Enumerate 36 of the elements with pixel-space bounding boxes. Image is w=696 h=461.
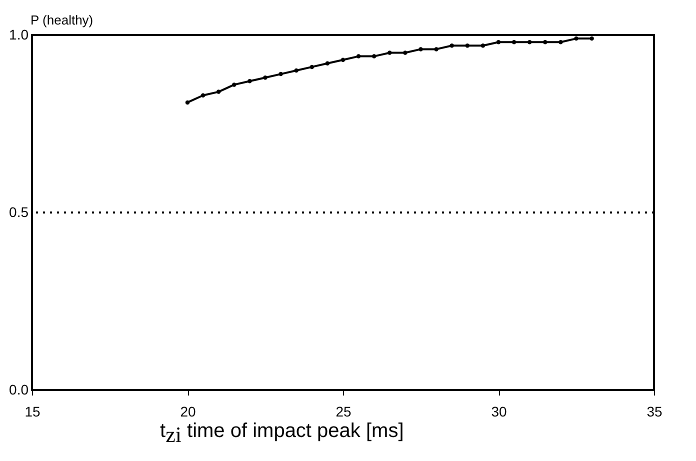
point bbox=[434, 47, 438, 52]
point bbox=[543, 40, 548, 44]
point bbox=[512, 40, 516, 44]
point bbox=[200, 93, 206, 98]
point bbox=[372, 54, 376, 58]
point bbox=[403, 50, 408, 55]
point bbox=[558, 40, 563, 44]
point bbox=[418, 47, 423, 52]
point bbox=[310, 64, 314, 70]
point bbox=[574, 36, 578, 41]
point bbox=[527, 40, 532, 44]
point bbox=[388, 50, 392, 55]
point bbox=[248, 79, 252, 84]
point bbox=[590, 36, 594, 41]
point bbox=[450, 44, 454, 48]
x-tick-label: 15 bbox=[24, 404, 40, 420]
x-tick-label: 25 bbox=[336, 404, 352, 420]
point bbox=[340, 58, 346, 62]
point bbox=[278, 72, 283, 76]
point bbox=[216, 90, 221, 94]
point bbox=[356, 54, 361, 58]
point bbox=[294, 68, 298, 73]
point bbox=[480, 44, 486, 48]
point bbox=[263, 75, 268, 80]
x-tick-label: 35 bbox=[646, 404, 662, 420]
x-tick-label: 20 bbox=[180, 404, 196, 420]
point bbox=[465, 44, 470, 48]
point bbox=[232, 82, 236, 87]
y-tick-label: 0.5 bbox=[9, 204, 29, 220]
point bbox=[325, 61, 330, 66]
y-tick-label: 0.0 bbox=[9, 382, 29, 398]
point bbox=[185, 100, 190, 105]
y-axis-title: P (healthy) bbox=[30, 12, 94, 28]
point bbox=[496, 40, 501, 44]
y-tick-label: 1.0 bbox=[9, 26, 29, 42]
x-tick-label: 30 bbox=[491, 404, 507, 420]
